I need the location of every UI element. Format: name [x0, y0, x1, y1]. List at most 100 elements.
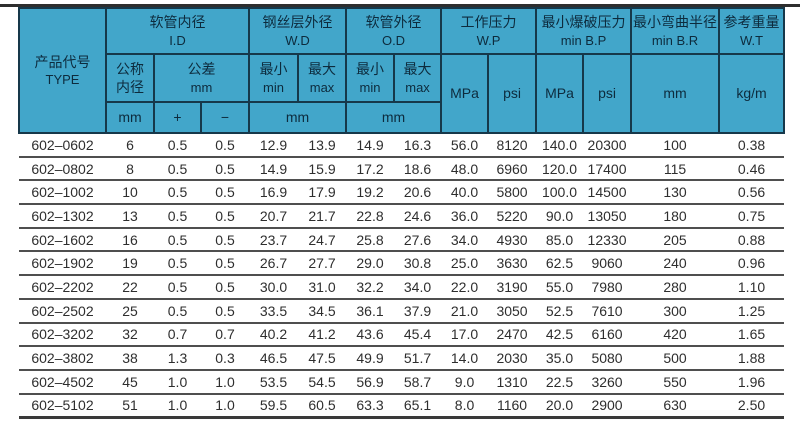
group-bp-zh: 最小爆破压力	[541, 14, 626, 31]
value-cell: 15.9	[298, 156, 347, 182]
value-cell: 22.5	[536, 369, 584, 395]
value-cell: 13050	[583, 204, 632, 229]
value-cell: 630	[631, 393, 720, 420]
value-cell: 3050	[488, 298, 537, 324]
group-wd-en: W.D	[285, 32, 310, 48]
value-cell: 19	[106, 251, 154, 277]
value-cell: 1.88	[719, 346, 785, 371]
value-cell: 25.0	[441, 251, 489, 277]
value-cell: 9060	[583, 251, 632, 277]
table-row: 602–1902 19 0.5 0.5 26.7 27.7 29.0 30.8 25.0 3630…	[19, 251, 785, 277]
value-cell: 27.6	[394, 227, 442, 253]
value-cell: 0.5	[154, 133, 201, 158]
value-cell: 5220	[488, 204, 537, 229]
subheader-wd-min-en: min	[263, 79, 284, 95]
value-cell: 55.0	[536, 275, 584, 300]
value-cell: 0.5	[201, 298, 250, 324]
col-group-inner-diameter: 软管内径 I.D	[104, 7, 251, 55]
value-cell: 3630	[488, 251, 537, 277]
value-cell: 36.1	[346, 298, 395, 324]
value-cell: 23.7	[249, 227, 299, 253]
value-cell: 5080	[583, 346, 632, 371]
group-od-en: O.D	[381, 32, 406, 48]
value-cell: 30.0	[249, 275, 299, 300]
subheader-nominal-line2: 内径	[116, 79, 144, 95]
subheader-nominal-id: 公称 内径	[105, 53, 155, 103]
value-cell: 1.0	[154, 369, 201, 395]
value-cell: 33.5	[249, 298, 299, 324]
value-cell: 30.8	[394, 251, 442, 277]
group-id-en: I.D	[169, 32, 186, 48]
table-row: 602–1002 10 0.5 0.5 16.9 17.9 19.2 20.6 40.0 5800…	[19, 180, 785, 206]
value-cell: 9.0	[441, 369, 489, 395]
value-cell: 1.65	[719, 322, 785, 348]
group-wp-en: W.P	[476, 32, 501, 48]
value-cell: 1.0	[201, 393, 250, 420]
subheader-wd-max-en: max	[309, 79, 335, 95]
value-cell: 54.5	[298, 369, 347, 395]
value-cell: 17.9	[298, 180, 347, 206]
value-cell: 56.9	[346, 369, 395, 395]
value-cell: 38	[106, 346, 154, 371]
value-cell: 12.9	[249, 133, 299, 158]
subheader-od-min-zh: 最小	[356, 61, 385, 78]
subheader-tolerance-line1: 公差	[187, 61, 216, 78]
value-cell: 2.50	[719, 393, 785, 420]
value-cell: 35.0	[536, 346, 584, 371]
top-rule	[0, 4, 800, 7]
subheader-tolerance: 公差 mm	[152, 53, 251, 103]
value-cell: 14500	[583, 180, 632, 206]
product-code-cell: 602–2202	[19, 275, 106, 300]
value-cell: 31.0	[298, 275, 347, 300]
product-code-cell: 602–0802	[19, 156, 106, 182]
value-cell: 0.5	[154, 275, 201, 300]
value-cell: 8	[106, 156, 154, 182]
subheader-bp-psi: psi	[582, 53, 633, 134]
col-header-type-en: TYPE	[45, 72, 80, 88]
value-cell: 7980	[583, 275, 632, 300]
value-cell: 7610	[583, 298, 632, 324]
value-cell: 18.6	[394, 156, 442, 182]
value-cell: 3260	[583, 369, 632, 395]
value-cell: 420	[631, 322, 720, 348]
value-cell: 21.0	[441, 298, 489, 324]
value-cell: 1310	[488, 369, 537, 395]
subheader-od-max: 最大 max	[393, 53, 443, 103]
subheader-nominal-unit: mm	[105, 101, 155, 134]
value-cell: 2470	[488, 322, 537, 348]
value-cell: 0.5	[154, 204, 201, 229]
value-cell: 53.5	[249, 369, 299, 395]
value-cell: 0.5	[201, 251, 250, 277]
table-row: 602–1302 13 0.5 0.5 20.7 21.7 22.8 24.6 36.0 5220…	[19, 204, 785, 229]
table-row: 602–3202 32 0.7 0.7 40.2 41.2 43.6 45.4 17.0 2470…	[19, 322, 785, 348]
value-cell: 0.5	[201, 275, 250, 300]
table-row: 602–2202 22 0.5 0.5 30.0 31.0 32.2 34.0 22.0 3190…	[19, 275, 785, 300]
col-group-burst-pressure: 最小爆破压力 min B.P	[535, 7, 633, 55]
value-cell: 1.0	[201, 369, 250, 395]
value-cell: 0.7	[154, 322, 201, 348]
value-cell: 120.0	[536, 156, 584, 182]
subheader-nominal-line1: 公称	[116, 60, 144, 77]
subheader-wt-kgm: kg/m	[718, 53, 786, 134]
table-row: 602–0602 6 0.5 0.5 12.9 13.9 14.9 16.3 56.0 8120 1…	[19, 133, 785, 158]
product-code-cell: 602–5102	[19, 393, 106, 420]
product-code-cell: 602–1602	[19, 227, 106, 253]
value-cell: 0.46	[719, 156, 785, 182]
product-code-cell: 602–1302	[19, 204, 106, 229]
subheader-tolerance-minus: −	[199, 101, 251, 134]
table-row: 602–0802 8 0.5 0.5 14.9 15.9 17.2 18.6 48.0 6960 1…	[19, 156, 785, 182]
col-header-type: 产品代号 TYPE	[18, 7, 107, 134]
value-cell: 0.5	[201, 156, 250, 182]
value-cell: 280	[631, 275, 720, 300]
value-cell: 8120	[488, 133, 537, 158]
value-cell: 25	[106, 298, 154, 324]
value-cell: 90.0	[536, 204, 584, 229]
value-cell: 0.5	[154, 298, 201, 324]
product-code-cell: 602–2502	[19, 298, 106, 324]
value-cell: 40.0	[441, 180, 489, 206]
value-cell: 1.25	[719, 298, 785, 324]
value-cell: 3190	[488, 275, 537, 300]
value-cell: 2900	[583, 393, 632, 420]
value-cell: 37.9	[394, 298, 442, 324]
value-cell: 42.5	[536, 322, 584, 348]
